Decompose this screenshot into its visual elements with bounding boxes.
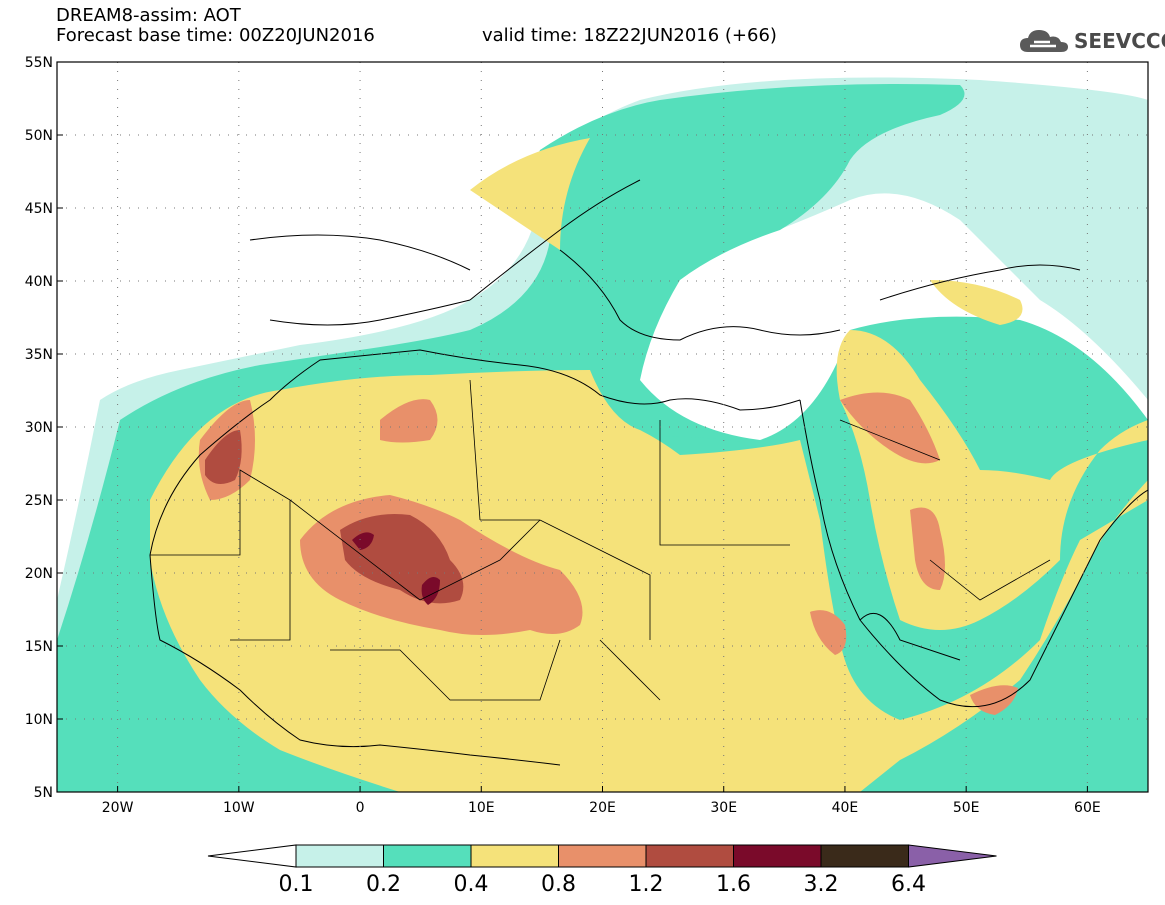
map-title: DREAM8-assim: AOT [56,5,241,26]
lat-tick-label: 10N [25,712,53,728]
lon-tick-label: 20W [102,800,134,816]
lat-tick-label: 30N [25,420,53,436]
graticule [57,62,1148,792]
colorbar-tick-label: 6.4 [891,872,926,897]
lon-tick-label: 20E [589,800,616,816]
lon-tick-label: 50E [953,800,980,816]
map-axes: 20W 10W 0 10E 20E 30E 40E 50E 60E 55N 50N 45N 40N 35N… [25,55,1101,816]
coastlines [149,179,1148,766]
lon-tick-label: 10W [223,800,255,816]
lat-tick-label: 35N [25,347,53,363]
colorbar-tick-label: 1.2 [629,872,664,897]
aot-band-1.6 [352,532,440,605]
colorbar-under-triangle [207,844,297,868]
lon-tick-label: 0 [356,800,365,816]
lat-tick-label: 5N [34,785,53,801]
lat-tick-label: 55N [25,55,53,71]
colorbar-swatch [295,844,384,868]
colorbar-tick-label: 1.6 [716,872,751,897]
lon-tick-label: 40E [832,800,859,816]
lon-tick-label: 30E [710,800,737,816]
lon-tick-label: 60E [1074,800,1101,816]
colorbar-swatch [645,844,734,868]
forecast-base-time: Forecast base time: 00Z20JUN2016 [56,25,375,46]
lat-tick-label: 45N [25,201,53,217]
colorbar-swatch [558,844,647,868]
lat-tick-label: 15N [25,639,53,655]
lat-tick-label: 20N [25,566,53,582]
colorbar-tick-label: 0.2 [366,872,401,897]
colorbar-tick-label: 3.2 [804,872,839,897]
seevccc-logo: SEEVCCC [1018,24,1165,58]
lat-tick-label: 40N [25,274,53,290]
colorbar-swatch [470,844,559,868]
colorbar-tick-label: 0.4 [454,872,489,897]
lat-tick-label: 50N [25,128,53,144]
colorbar-swatch [820,844,909,868]
colorbar-swatch [733,844,822,868]
valid-time: valid time: 18Z22JUN2016 (+66) [482,25,777,46]
colorbar-tick-label: 0.8 [541,872,576,897]
lon-tick-label: 10E [468,800,495,816]
colorbar-over-triangle [908,844,997,868]
logo-text: SEEVCCC [1074,29,1165,53]
cloud-logo-icon [1020,30,1068,52]
country-borders [150,379,1051,701]
colorbar-tick-label: 0.1 [279,872,314,897]
lat-tick-label: 25N [25,493,53,509]
colorbar-swatch [383,844,472,868]
